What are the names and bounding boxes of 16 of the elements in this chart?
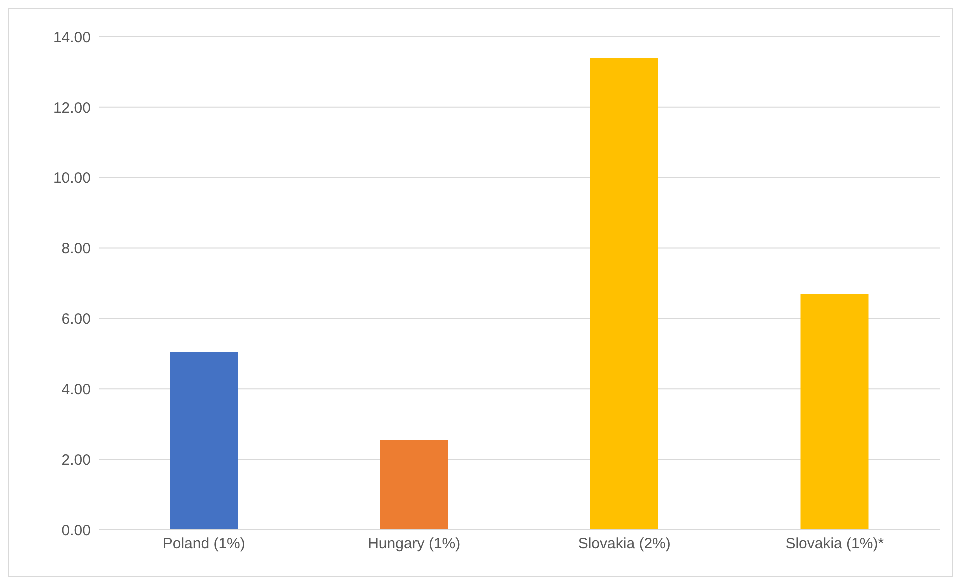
x-tick-label: Slovakia (2%): [578, 536, 671, 553]
bar: [380, 440, 448, 530]
x-tick-label: Slovakia (1%)*: [786, 536, 884, 553]
bar: [590, 58, 658, 530]
y-tick-label: 6.00: [62, 311, 91, 328]
y-tick-label: 0.00: [62, 522, 91, 540]
y-tick-label: 2.00: [62, 452, 91, 469]
y-tick-label: 10.00: [53, 170, 91, 188]
y-tick-label: 4.00: [62, 381, 91, 398]
y-tick-label: 14.00: [53, 29, 91, 46]
bar: [170, 352, 238, 530]
bar: [800, 294, 869, 530]
y-tick-label: 8.00: [62, 240, 91, 258]
x-tick-label: Hungary (1%): [368, 536, 461, 553]
y-tick-label: 12.00: [53, 100, 91, 117]
x-tick-label: Poland (1%): [162, 536, 246, 553]
